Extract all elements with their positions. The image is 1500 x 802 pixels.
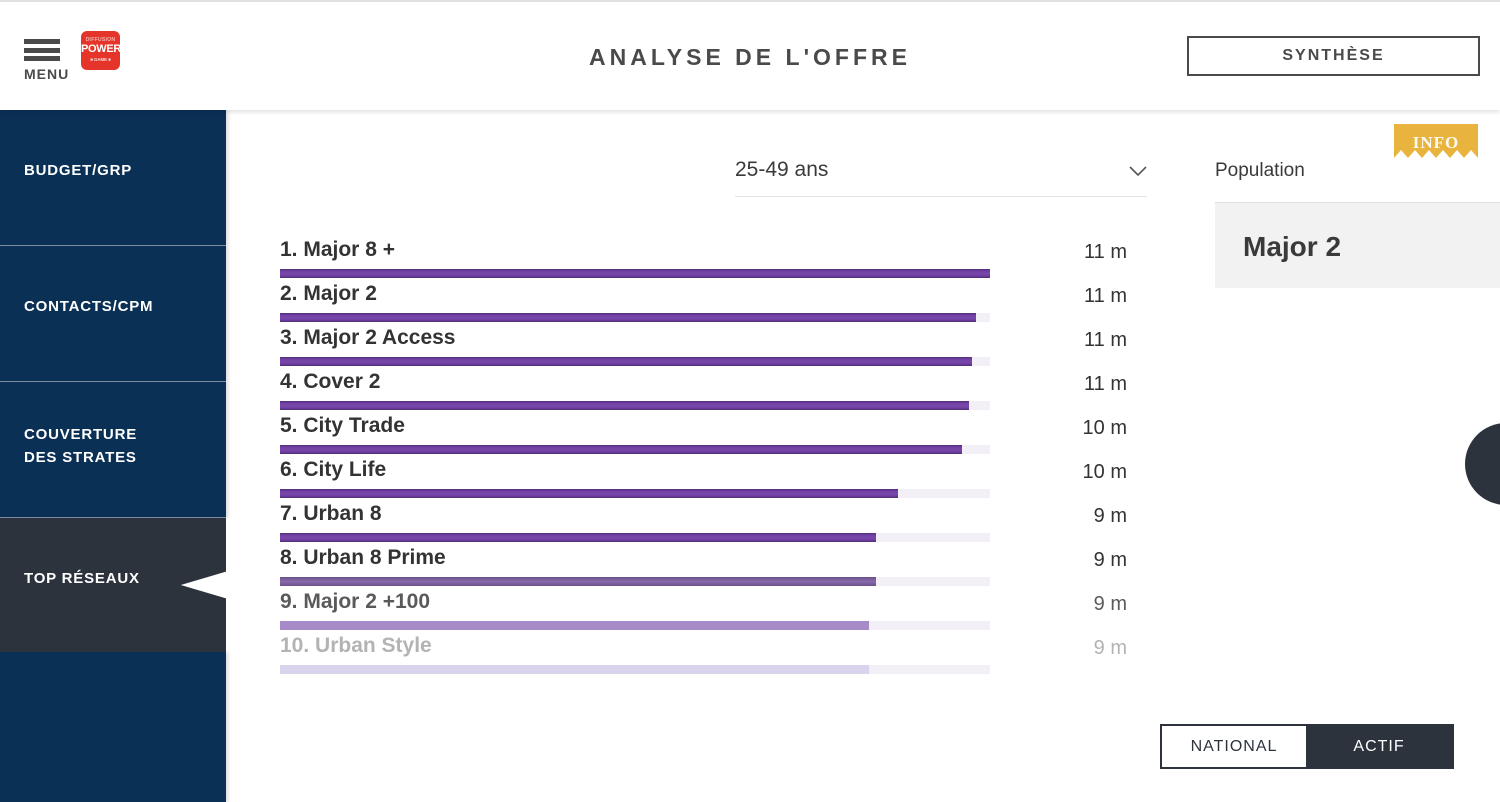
svg-text:INFO: INFO bbox=[1413, 133, 1460, 152]
